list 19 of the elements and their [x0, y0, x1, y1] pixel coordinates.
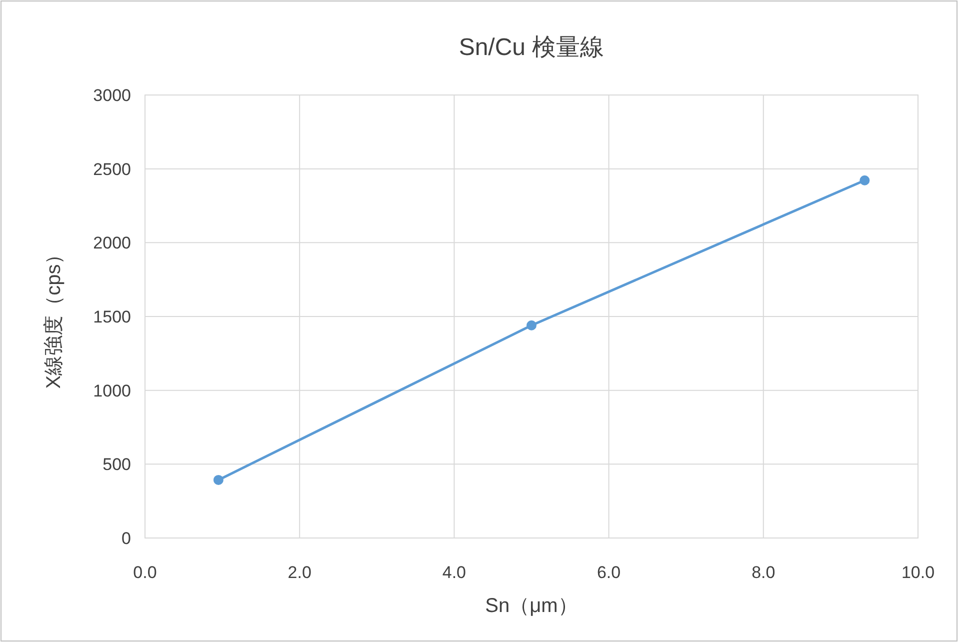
point	[860, 175, 870, 186]
x-tick-label: 6.0	[596, 563, 621, 582]
y-tick-label: 2000	[93, 234, 131, 253]
chart-title: Sn/Cu 検量線	[458, 34, 604, 61]
y-tick-label: 0	[122, 529, 131, 548]
x-axis-title: Sn（μm）	[485, 595, 578, 617]
y-axis-title: X線強度（cps）	[43, 244, 65, 389]
y-tick-label: 1500	[93, 308, 131, 326]
x-tick-label: 2.0	[288, 563, 312, 582]
y-tick-label: 500	[102, 455, 131, 474]
point	[213, 474, 224, 485]
x-tick-label: 10.0	[901, 563, 935, 582]
y-tick-label: 2500	[93, 160, 131, 179]
y-tick-label: 1000	[93, 381, 131, 400]
x-tick-label: 0.0	[133, 563, 157, 582]
x-tick-label: 4.0	[442, 563, 466, 582]
point	[526, 320, 536, 330]
y-tick-label: 3000	[93, 86, 131, 105]
x-tick-label: 8.0	[752, 563, 776, 582]
